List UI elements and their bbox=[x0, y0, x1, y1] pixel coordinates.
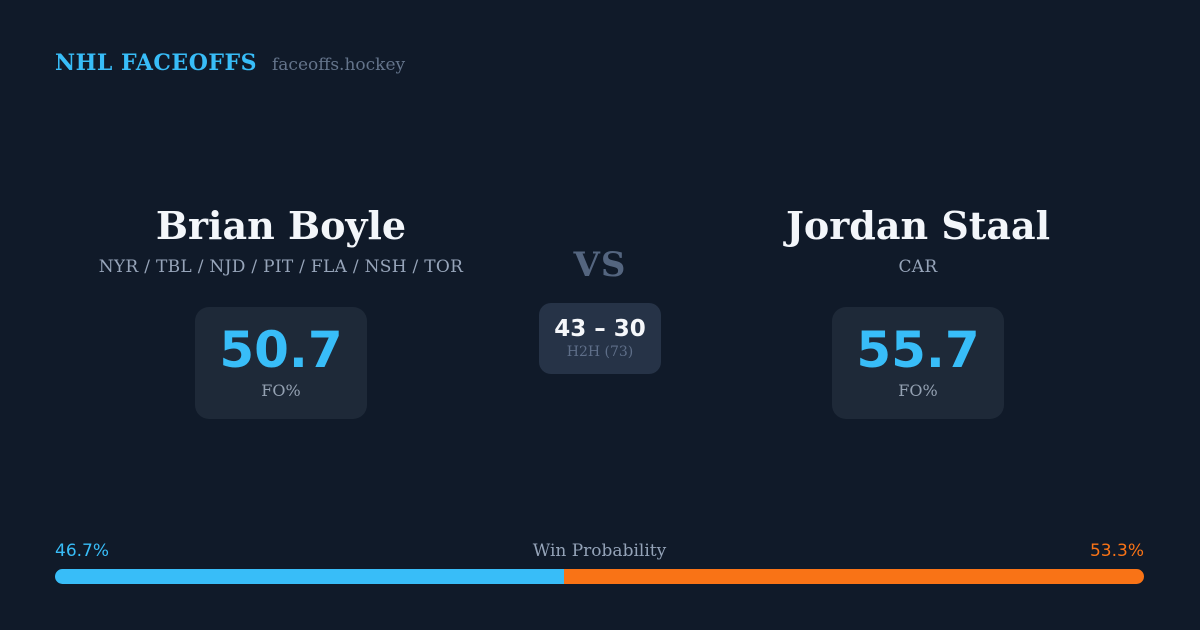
head-to-head-card: 43 – 30 H2H (73) bbox=[539, 303, 661, 374]
faceoff-pct-left: 50.7 bbox=[219, 321, 343, 380]
player-name-left: Brian Boyle bbox=[155, 203, 407, 248]
win-probability-bar-right-segment bbox=[563, 569, 1144, 584]
faceoff-stat-card-left: 50.7 FO% bbox=[195, 306, 367, 419]
win-probability-bar-left-segment bbox=[55, 569, 564, 584]
win-probability-title: Win Probability bbox=[532, 541, 667, 561]
player-name-right: Jordan Staal bbox=[785, 203, 1051, 248]
site-url: faceoffs.hockey bbox=[272, 55, 406, 75]
player-column-right: Jordan Staal CAR 55.7 FO% bbox=[728, 205, 1108, 419]
brand-logo: NHL FACEOFFS bbox=[55, 50, 257, 76]
win-probability-right-pct: 53.3% bbox=[1089, 541, 1144, 561]
player-column-left: Brian Boyle NYR / TBL / NJD / PIT / FLA … bbox=[91, 205, 471, 419]
head-to-head-label: H2H (73) bbox=[566, 344, 634, 361]
win-probability-bar bbox=[55, 569, 1144, 584]
faceoff-pct-label-left: FO% bbox=[261, 381, 301, 401]
vs-label: VS bbox=[573, 245, 627, 285]
faceoff-pct-right: 55.7 bbox=[856, 321, 980, 380]
matchup-column: VS 43 – 30 H2H (73) bbox=[500, 248, 700, 374]
player-teams-right: CAR bbox=[898, 256, 938, 277]
head-to-head-score: 43 – 30 bbox=[554, 315, 646, 342]
win-probability-left-pct: 46.7% bbox=[55, 541, 110, 561]
player-teams-left: NYR / TBL / NJD / PIT / FLA / NSH / TOR bbox=[98, 256, 464, 277]
win-probability-labels: 46.7% Win Probability 53.3% bbox=[55, 541, 1144, 563]
faceoff-pct-label-right: FO% bbox=[898, 381, 938, 401]
header: NHL FACEOFFS faceoffs.hockey bbox=[55, 50, 405, 76]
faceoff-stat-card-right: 55.7 FO% bbox=[832, 306, 1004, 419]
